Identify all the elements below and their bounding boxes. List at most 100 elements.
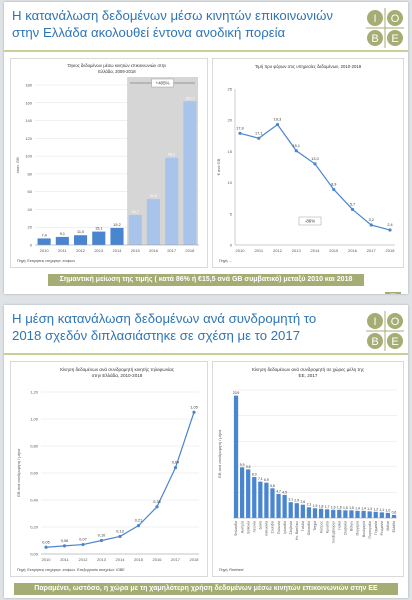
growth-annotation-box — [151, 78, 174, 88]
decline-annotation: -86% — [305, 219, 315, 224]
x-tick-label: 2017 — [171, 557, 181, 562]
data-point — [173, 466, 178, 470]
slide-1-title: Η κατανάλωση δεδομένων μέσω κινητών επικ… — [12, 8, 333, 40]
bar — [379, 512, 384, 518]
slide-2-title: Η μέση κατανάλωση δεδομένων ανά συνδρομη… — [12, 311, 317, 343]
chart-title: Κίνηση δεδομένων ανά συνδρομητή κινητής … — [60, 366, 175, 372]
x-tick-label: Πορτογαλία — [368, 521, 372, 538]
data-label: 0,07 — [79, 538, 86, 542]
data-label: 1,05 — [190, 405, 197, 409]
data-label: 7,1 — [258, 477, 263, 481]
data-label: 0,10 — [98, 534, 105, 538]
data-label: 98,2 — [168, 153, 175, 157]
x-tick-label: 2012 — [273, 248, 283, 253]
x-tick-label: 2018 — [190, 557, 200, 562]
data-point — [257, 136, 261, 140]
data-label: 161,7 — [185, 96, 195, 100]
bar — [312, 508, 318, 518]
logo-letter-2: O — [391, 316, 400, 328]
x-tick-label: 2011 — [58, 248, 67, 253]
chart-title: ΕΕ, 2017 — [299, 373, 318, 378]
bar — [37, 238, 51, 245]
data-label: 51,6 — [150, 194, 157, 198]
y-tick-label: 1,20 — [30, 390, 39, 395]
x-tick-label: 2013 — [94, 248, 104, 253]
x-tick-label: Λετονία — [252, 521, 256, 532]
volume-chart: Όγκος δεδομένων μέσω κινητών επικοινωνιώ… — [15, 63, 199, 263]
y-axis-label: € ανά GB — [216, 158, 221, 175]
x-tick-label: Ουγγαρία — [356, 521, 360, 536]
x-tick-label: Κροατία — [325, 521, 329, 533]
data-label: 9,9 — [240, 463, 245, 467]
y-tick-label: 0,20 — [30, 525, 39, 530]
chart-title: Τιμή προ φόρων στις υπηρεσίες δεδομένων,… — [255, 64, 362, 69]
bar — [73, 235, 88, 245]
x-tick-label: 2013 — [97, 557, 107, 562]
y-tick-label: 20 — [228, 118, 233, 123]
data-label: 9,1 — [60, 232, 65, 236]
bar — [294, 503, 299, 518]
x-tick-label: 2013 — [292, 248, 302, 253]
x-tick-label: 2017 — [167, 248, 177, 253]
x-tick-label: Ιταλία — [337, 521, 341, 530]
per-subscriber-chart: Κίνηση δεδομένων ανά συνδρομητή κινητής … — [16, 366, 200, 572]
x-tick-label: 2015 — [329, 248, 339, 253]
growth-annotation: +405% — [156, 81, 170, 86]
source-note: Πηγή: Εκτιμήσεις επιχειρησ. εταίρων. Επε… — [17, 568, 125, 572]
y-tick-label: 0 — [230, 243, 233, 248]
data-label: 6,9 — [264, 478, 269, 482]
y-tick-label: 80 — [28, 171, 33, 176]
data-label: 1,5 — [349, 506, 354, 510]
x-tick-label: Αυστρία — [240, 521, 244, 533]
data-label: 1,9 — [313, 504, 318, 508]
volume-chart-panel: Όγκος δεδομένων μέσω κινητών επικοινωνιώ… — [10, 58, 208, 268]
logo-letter-3: B — [371, 336, 378, 348]
data-label: 17,1 — [255, 131, 262, 135]
x-tick-label: 2014 — [116, 557, 126, 562]
data-point — [118, 534, 122, 539]
data-label: 19,3 — [274, 118, 281, 122]
bar — [300, 504, 305, 518]
data-label: 33,7 — [132, 210, 139, 214]
page-number: 23 — [385, 292, 401, 294]
bar — [355, 510, 360, 518]
data-label: 0,35 — [153, 500, 160, 504]
y-tick-label: 100 — [25, 154, 32, 159]
data-label: 4,7 — [276, 489, 281, 493]
decline-annotation-box — [298, 216, 322, 226]
data-label: 7,4 — [41, 233, 46, 237]
x-tick-label: Γαλλία — [301, 521, 305, 531]
y-axis-label: GB ανά συνδρομητή / μήνα — [16, 448, 21, 497]
x-tick-label: Ελλάδα — [392, 521, 396, 532]
x-tick-label: Δανία — [259, 521, 263, 530]
x-tick-label: Σουηδία — [271, 521, 275, 533]
bar — [373, 511, 378, 518]
x-tick-label: Πολωνία — [277, 521, 281, 534]
y-tick-label: 180 — [25, 83, 32, 88]
data-label: 1,4 — [361, 506, 366, 510]
x-tick-label: 2018 — [386, 248, 396, 253]
bar — [391, 514, 397, 518]
data-label: 5,8 — [270, 484, 275, 488]
data-label: 19,2 — [113, 223, 120, 227]
data-label: 1,1 — [379, 508, 384, 512]
data-label: 1,2 — [373, 507, 378, 511]
bar — [331, 509, 336, 518]
data-point — [369, 223, 373, 227]
data-point — [388, 228, 392, 232]
slide-2-banner: Παραμένει, ωστόσο, η χώρα με τη χαμηλότε… — [14, 583, 398, 595]
slide-2: Η μέση κατανάλωση δεδομένων ανά συνδρομη… — [4, 305, 408, 598]
bar — [128, 215, 142, 245]
x-tick-label: 2015 — [134, 557, 144, 562]
data-label: 1,7 — [325, 505, 330, 509]
x-tick-label: Γερμανία — [374, 521, 378, 535]
data-label: 3,2 — [369, 218, 374, 222]
bar — [361, 510, 366, 518]
source-note: Πηγή: Εκτιμήσεις επιχειρησ. εταίρων — [17, 259, 75, 263]
data-label: 9,5 — [246, 465, 251, 469]
chart-title: Κίνηση δεδομένων ανά συνδρομητή σε χώρες… — [252, 366, 365, 372]
bar — [110, 227, 124, 245]
data-label: 23,9 — [233, 391, 240, 395]
logo-letter-4: E — [391, 336, 398, 348]
y-tick-label: 15 — [228, 149, 233, 154]
